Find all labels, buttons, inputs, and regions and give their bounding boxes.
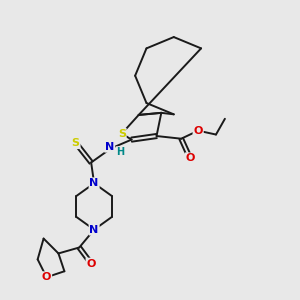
Text: N: N: [105, 142, 114, 152]
Text: N: N: [89, 225, 99, 235]
Text: S: S: [72, 138, 80, 148]
Text: N: N: [89, 178, 99, 188]
Text: O: O: [194, 126, 203, 136]
Text: O: O: [185, 153, 195, 163]
Text: H: H: [116, 147, 124, 157]
Text: O: O: [86, 259, 96, 269]
Text: S: S: [118, 129, 126, 139]
Text: O: O: [42, 272, 51, 282]
